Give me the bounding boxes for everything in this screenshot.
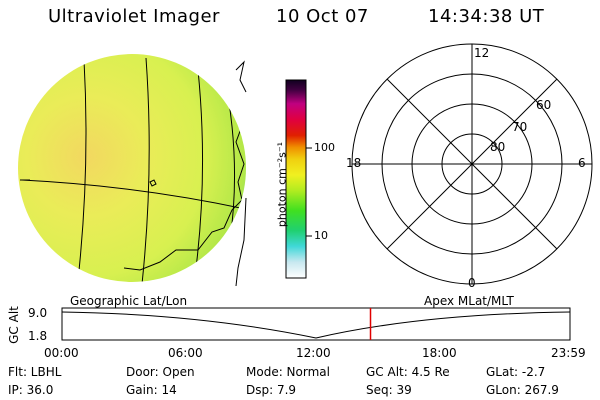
info-gain: Gain: 14: [126, 383, 177, 397]
x-tick-0600: 06:00: [168, 346, 203, 360]
y-tick-1-8: 1.8: [28, 329, 48, 343]
polar-lat-60: 60: [536, 98, 552, 112]
info-flt: Flt: LBHL: [8, 365, 62, 379]
date-label: 10 Oct 07: [276, 6, 369, 27]
color-bar: [285, 79, 312, 279]
info-ip: IP: 36.0: [8, 383, 54, 397]
polar-mlt-12: 12: [474, 46, 490, 60]
x-tick-1200: 12:00: [296, 346, 331, 360]
info-glat: GLat: -2.7: [486, 365, 546, 379]
polar-mlt-6: 6: [578, 156, 586, 170]
time-label: 14:34:38 UT: [428, 6, 545, 27]
polar-lat-70: 70: [512, 120, 528, 134]
polar-mlt-0: 0: [468, 276, 476, 290]
info-mode: Mode: Normal: [246, 365, 330, 379]
colorbar-tick-100: 100: [314, 141, 335, 154]
x-tick-1800: 18:00: [422, 346, 457, 360]
y-tick-9: 9.0: [28, 306, 48, 320]
polar-lat-80: 80: [490, 140, 506, 154]
y-axis-label: GC Alt: [7, 306, 21, 344]
info-gc-alt: GC Alt: 4.5 Re: [366, 365, 450, 379]
polar-mlt-18: 18: [346, 156, 362, 170]
info-seq: Seq: 39: [366, 383, 412, 397]
info-dsp: Dsp: 7.9: [246, 383, 297, 397]
apex-label: Apex MLat/MLT: [424, 294, 514, 308]
info-glon: GLon: 267.9: [486, 383, 559, 397]
x-tick-2359: 23:59: [551, 346, 586, 360]
polar-plot: [351, 43, 593, 285]
uv-image-disk: [18, 54, 247, 287]
info-door: Door: Open: [126, 365, 195, 379]
colorbar-unit-label: photon cm⁻²s⁻¹: [275, 141, 289, 228]
geographic-label: Geographic Lat/Lon: [70, 294, 188, 308]
app-title: Ultraviolet Imager: [48, 6, 220, 27]
x-tick-0000: 00:00: [44, 346, 79, 360]
colorbar-tick-10: 10: [314, 229, 328, 242]
altitude-plot: [61, 307, 571, 341]
